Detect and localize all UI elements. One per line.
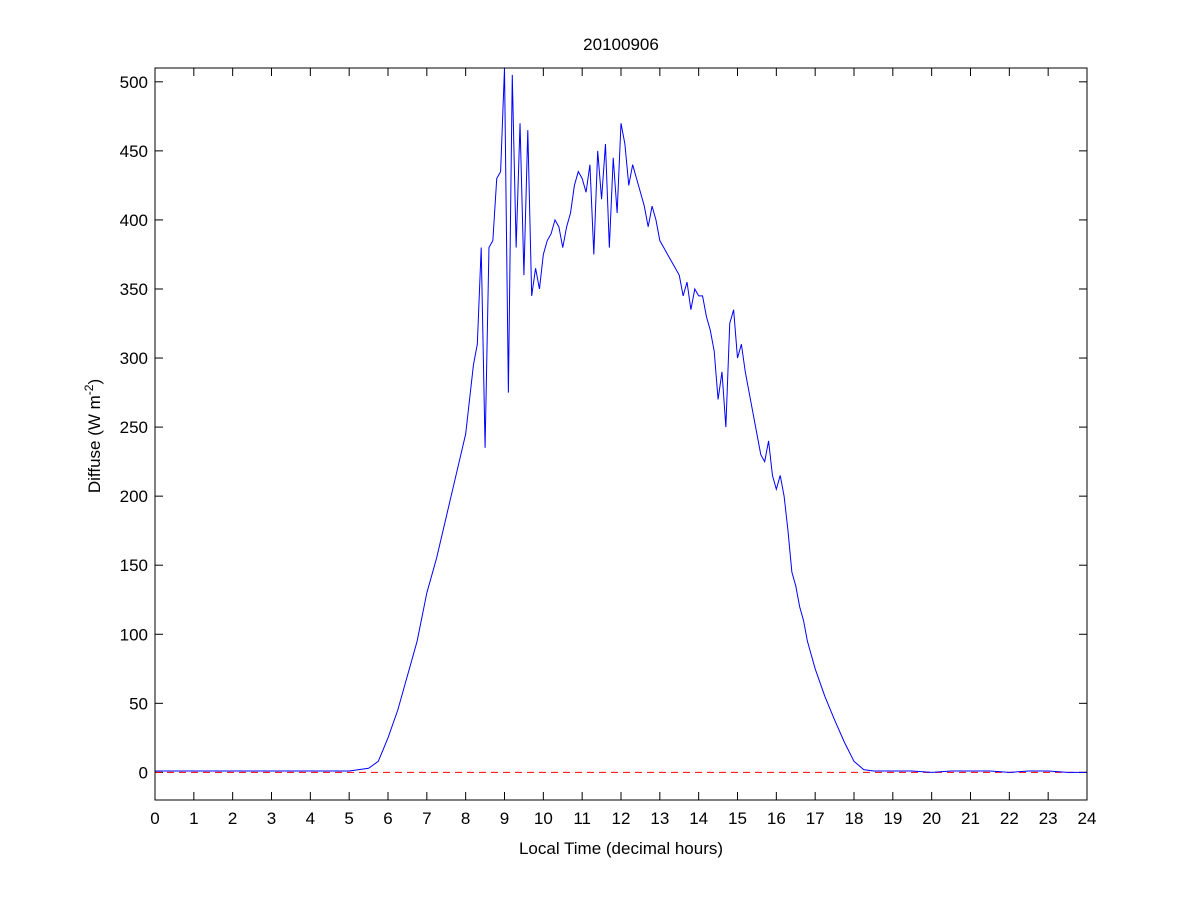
- x-tick-label: 18: [845, 809, 864, 828]
- y-tick-label: 200: [120, 487, 148, 506]
- x-tick-label: 11: [573, 809, 591, 828]
- x-tick-label: 23: [1039, 809, 1058, 828]
- data-line: [155, 67, 1087, 773]
- y-tick-label: 500: [120, 73, 148, 92]
- x-tick-label: 19: [883, 809, 902, 828]
- y-tick-label: 50: [129, 694, 148, 713]
- x-tick-label: 20: [922, 809, 941, 828]
- x-tick-label: 12: [612, 809, 631, 828]
- y-tick-label: 300: [120, 349, 148, 368]
- y-tick-label: 150: [120, 556, 148, 575]
- y-label-text: Diffuse (W m: [85, 395, 104, 493]
- x-tick-label: 2: [228, 809, 237, 828]
- chart-title: 20100906: [583, 35, 659, 54]
- y-tick-label: 450: [120, 142, 148, 161]
- y-tick-label: 400: [120, 211, 148, 230]
- x-tick-label: 5: [344, 809, 353, 828]
- x-tick-label: 4: [306, 809, 315, 828]
- x-tick-label: 21: [961, 809, 980, 828]
- x-tick-label: 15: [728, 809, 747, 828]
- plot-area: [154, 67, 1088, 801]
- x-tick-label: 22: [1000, 809, 1019, 828]
- y-tick-label: 350: [120, 280, 148, 299]
- x-tick-label: 13: [650, 809, 669, 828]
- x-tick-label: 8: [461, 809, 470, 828]
- x-tick-label: 16: [767, 809, 786, 828]
- x-tick-label: 6: [383, 809, 392, 828]
- x-tick-label: 17: [806, 809, 825, 828]
- x-tick-label: 7: [422, 809, 431, 828]
- x-tick-label: 3: [267, 809, 276, 828]
- y-tick-label: 0: [139, 763, 148, 782]
- x-tick-label: 1: [189, 809, 198, 828]
- plot-frame: [154, 67, 1088, 801]
- y-tick-label: 250: [120, 418, 148, 437]
- y-label-sup: -2: [82, 384, 96, 395]
- x-tick-label: 24: [1078, 809, 1097, 828]
- x-tick-label: 10: [534, 809, 553, 828]
- x-tick-label: 0: [150, 809, 159, 828]
- x-tick-label: 9: [500, 809, 509, 828]
- y-axis-label: Diffuse (W m-2): [82, 379, 104, 493]
- x-tick-label: 14: [689, 809, 708, 828]
- y-tick-label: 100: [120, 625, 148, 644]
- x-axis-label: Local Time (decimal hours): [519, 839, 723, 858]
- y-label-suffix: ): [85, 379, 104, 385]
